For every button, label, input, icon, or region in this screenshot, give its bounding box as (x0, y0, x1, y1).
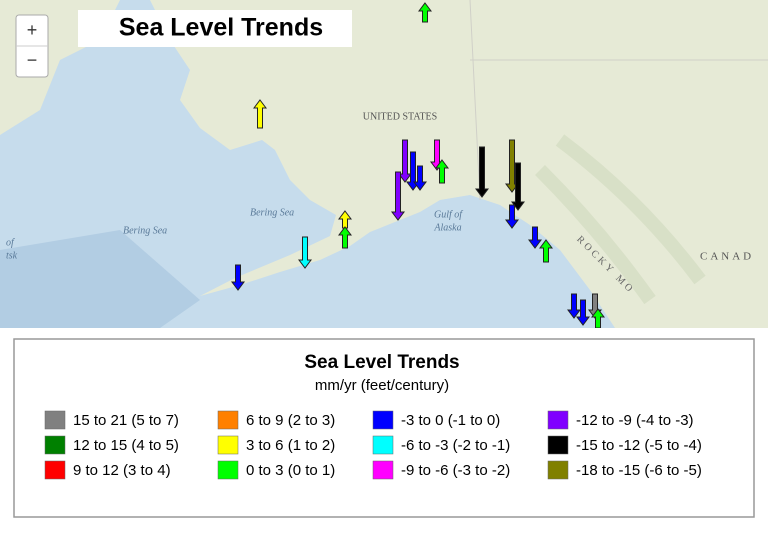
station-arrow (253, 99, 267, 129)
legend-swatch (44, 435, 66, 455)
legend-swatch (217, 435, 239, 455)
station-arrow (567, 293, 581, 319)
station-arrow (406, 151, 420, 191)
map-label: Alaska (433, 222, 461, 233)
map-label: CANAD (700, 251, 754, 263)
map-label: Gulf of (434, 209, 463, 220)
station-markers (231, 2, 605, 329)
legend-subtitle: mm/yr (feet/century) (315, 377, 449, 394)
zoom-control: + − (15, 14, 49, 78)
legend-label: -9 to -6 (-3 to -2) (401, 462, 510, 479)
legend-swatch (547, 460, 569, 480)
legend-label: 6 to 9 (2 to 3) (246, 412, 335, 429)
station-arrow (298, 236, 312, 269)
station-arrow (576, 299, 590, 326)
station-arrow (539, 239, 553, 263)
map-label: tsk (6, 250, 18, 261)
map-label: Bering Sea (123, 225, 167, 236)
legend-title: Sea Level Trends (304, 352, 459, 373)
station-arrow (418, 2, 432, 23)
station-arrow (475, 146, 489, 198)
legend-swatch (547, 410, 569, 430)
station-arrow (505, 204, 519, 229)
legend-items: 15 to 21 (5 to 7) 12 to 15 (4 to 5) 9 to 1… (44, 410, 702, 480)
legend-swatch (372, 410, 394, 430)
legend-label: -6 to -3 (-2 to -1) (401, 437, 510, 454)
terrain (535, 134, 706, 305)
legend-swatch (372, 435, 394, 455)
legend-swatch (217, 410, 239, 430)
station-arrow (511, 162, 525, 211)
station-arrow (435, 159, 449, 184)
legend-label: -18 to -15 (-6 to -5) (576, 462, 702, 479)
legend-label: 15 to 21 (5 to 7) (73, 412, 179, 429)
station-arrow (413, 165, 427, 191)
station-arrow (398, 139, 412, 183)
legend-label: -3 to 0 (-1 to 0) (401, 412, 500, 429)
legend-label: -12 to -9 (-4 to -3) (576, 412, 694, 429)
legend-label: 0 to 3 (0 to 1) (246, 462, 335, 479)
map-label: UNITED STATES (363, 111, 437, 122)
map-label: of (6, 237, 15, 248)
map-title: Sea Level Trends (119, 14, 323, 42)
station-arrow (391, 171, 405, 221)
legend-label: 9 to 12 (3 to 4) (73, 462, 171, 479)
zoom-in-button[interactable]: + (27, 20, 38, 40)
station-arrow (338, 226, 352, 249)
legend-swatch (547, 435, 569, 455)
deep-water (0, 230, 200, 328)
legend-label: 12 to 15 (4 to 5) (73, 437, 179, 454)
legend-swatch (217, 460, 239, 480)
legend-swatch (44, 460, 66, 480)
legend-swatch (44, 410, 66, 430)
border (469, 0, 768, 201)
legend-label: -15 to -12 (-5 to -4) (576, 437, 702, 454)
station-arrow (231, 264, 245, 291)
map-label: Bering Sea (250, 207, 294, 218)
station-arrow (528, 226, 542, 249)
title-box (78, 10, 352, 47)
zoom-out-button[interactable]: − (27, 50, 38, 70)
legend-label: 3 to 6 (1 to 2) (246, 437, 335, 454)
legend-swatch (372, 460, 394, 480)
